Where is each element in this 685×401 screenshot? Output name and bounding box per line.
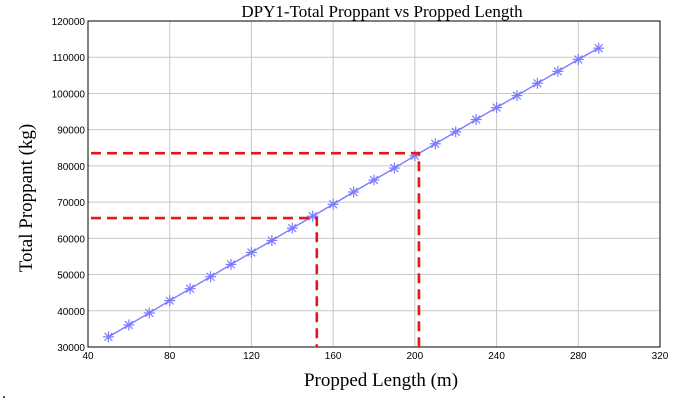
data-point	[307, 210, 319, 222]
data-point-stroke	[573, 55, 583, 64]
data-point-stroke	[226, 260, 236, 269]
data-point	[368, 174, 380, 186]
y-tick-label: 60000	[57, 234, 85, 245]
data-point-stroke	[104, 332, 113, 342]
y-axis-label: Total Proppant (kg)	[16, 124, 37, 273]
data-point	[143, 307, 155, 319]
data-point-stroke	[185, 284, 195, 293]
y-tick-label: 80000	[57, 162, 85, 173]
guides	[91, 151, 421, 347]
data-point	[388, 162, 400, 174]
data-point	[511, 90, 523, 102]
data-point	[327, 198, 339, 210]
data-point-stroke	[553, 67, 563, 76]
data-point-stroke	[594, 43, 604, 53]
data-point-stroke	[287, 223, 297, 233]
data-point	[491, 102, 503, 114]
data-point	[266, 235, 278, 247]
trailing-mark: .	[2, 385, 6, 401]
x-axis-label: Propped Length (m)	[304, 370, 458, 391]
data-point-stroke	[492, 103, 501, 112]
data-point-stroke	[471, 115, 481, 124]
data-point	[470, 114, 482, 126]
x-tick-label: 200	[407, 351, 424, 362]
x-tick-label: 280	[570, 351, 587, 362]
chart-title: DPY1-Total Proppant vs Propped Length	[241, 2, 523, 21]
data-point-stroke	[533, 78, 542, 88]
data-point	[552, 65, 564, 77]
data-point	[429, 138, 441, 150]
data-point-stroke	[165, 296, 175, 305]
data-point	[102, 331, 114, 343]
data-point	[572, 53, 584, 65]
x-tick-label: 80	[164, 351, 176, 362]
data-point	[205, 271, 217, 283]
data-point-stroke	[369, 175, 379, 185]
data-point	[531, 77, 543, 89]
guide-line	[91, 216, 319, 347]
y-tick-label: 50000	[57, 271, 85, 282]
data-point	[286, 222, 298, 234]
data-point	[450, 126, 462, 138]
data-point	[123, 319, 135, 331]
y-tick-label: 110000	[52, 53, 85, 64]
data-point	[184, 283, 196, 295]
data-point-stroke	[349, 187, 358, 197]
x-tick-label: 120	[243, 351, 260, 362]
data-point-stroke	[206, 272, 215, 282]
data-point-stroke	[308, 211, 318, 221]
data-point	[593, 42, 605, 54]
data-point-stroke	[451, 127, 461, 137]
series	[102, 42, 605, 343]
x-tick-label: 240	[488, 351, 505, 362]
guide-line	[91, 151, 421, 347]
data-point-stroke	[267, 236, 277, 245]
y-tick-label: 120000	[52, 17, 86, 28]
data-point-stroke	[124, 320, 134, 330]
data-point	[245, 246, 257, 258]
data-point-stroke	[144, 308, 154, 318]
x-tick-label: 320	[652, 351, 669, 362]
ticks: 40 80 120 160 200 240 280 320 30000 40000 50000 600…	[52, 17, 669, 362]
data-point	[164, 295, 176, 307]
y-tick-label: 40000	[57, 307, 85, 318]
y-tick-label: 70000	[57, 198, 85, 209]
data-point-stroke	[390, 163, 399, 173]
x-tick-label: 160	[325, 351, 342, 362]
data-point-stroke	[430, 139, 440, 149]
data-point-stroke	[512, 91, 522, 100]
data-point-stroke	[247, 248, 256, 257]
y-tick-label: 90000	[57, 126, 85, 137]
data-point-stroke	[328, 199, 338, 209]
data-point	[409, 150, 421, 162]
data-point	[348, 186, 360, 198]
y-tick-label: 30000	[57, 343, 85, 354]
x-tick-label: 40	[82, 351, 94, 362]
y-tick-label: 100000	[52, 89, 86, 100]
data-point	[225, 258, 237, 270]
plot-frame	[87, 20, 661, 348]
